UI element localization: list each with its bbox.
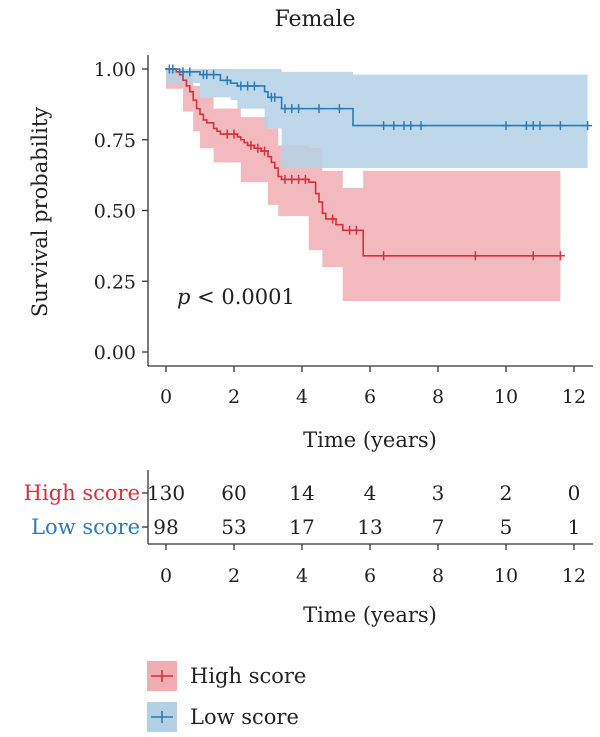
censor-mark [294,104,304,114]
x-tick-label: 4 [296,386,308,408]
censor-marks [164,64,593,261]
p-value-text: < 0.0001 [190,285,294,309]
censor-mark [249,81,259,91]
legend-line-icon [151,711,173,723]
y-tick-label: 0.25 [94,271,136,293]
legend-label: Low score [190,705,299,729]
risk-x-tick-label: 8 [432,565,444,587]
p-value-annotation: p < 0.0001 [177,285,295,309]
censor-mark [528,251,538,261]
x-tick-label: 10 [494,386,518,408]
y-tick-label: 0.00 [94,342,136,364]
censor-mark [351,225,361,235]
risk-value: 98 [153,515,178,539]
censor-mark [555,121,565,131]
censor-mark [314,104,324,114]
risk-x-tick-label: 2 [228,565,240,587]
censor-mark [470,251,480,261]
legend-line-icon [151,670,173,682]
x-axis-ticks: 0 2 4 6 8 10 12 [160,366,586,408]
risk-value: 7 [432,515,445,539]
censor-mark [379,121,389,131]
risk-value: 130 [147,481,185,505]
risk-value: 60 [221,481,246,505]
p-value-symbol: p [177,285,190,309]
censor-mark [501,121,511,131]
x-axis-title: Time (years) [303,428,437,452]
survival-curve [166,68,588,127]
risk-value: 53 [221,515,246,539]
risk-row-label: Low score [31,515,140,539]
risk-x-tick-label: 12 [562,565,586,587]
censor-mark [229,129,239,139]
censor-mark [416,121,426,131]
survival-curve [166,68,561,257]
risk-value: 1 [568,515,581,539]
censor-mark [334,104,344,114]
x-tick-label: 12 [562,386,586,408]
survival-curves [166,68,588,257]
risk-value: 2 [500,481,513,505]
risk-value: 3 [432,481,445,505]
y-tick-label: 1.00 [94,59,136,81]
y-axis-ticks: 0.00 0.25 0.50 0.75 1.00 [94,59,148,364]
censor-mark [555,251,565,261]
censor-mark [168,64,178,74]
censor-mark [222,75,232,85]
y-tick-label: 0.75 [94,130,136,152]
legend-label: High score [190,664,306,688]
censor-mark [583,121,593,131]
censor-mark [535,121,545,131]
y-tick-label: 0.50 [94,201,136,223]
x-tick-label: 6 [364,386,376,408]
x-tick-label: 2 [228,386,240,408]
censor-mark [209,70,219,80]
censor-mark [379,251,389,261]
risk-value: 4 [364,481,377,505]
risk-value: 5 [500,515,513,539]
risk-value: 0 [568,481,581,505]
censor-mark [406,121,416,131]
censor-mark [270,92,280,102]
risk-x-tick-label: 10 [494,565,518,587]
risk-value: 13 [357,515,382,539]
risk-row-label: High score [24,481,140,505]
chart-title: Female [274,7,355,32]
risk-x-tick-label: 0 [160,565,172,587]
risk-value: 17 [289,515,314,539]
risk-table-x-ticks: 0 2 4 6 8 10 12 [160,544,586,587]
censor-mark [260,146,270,156]
x-tick-label: 0 [160,386,172,408]
risk-table: High score 130 60 14 4 3 2 0 Low score 98 53 17 13 7 5… [24,481,581,539]
censor-mark [300,174,310,184]
censor-mark [253,143,263,153]
x-tick-label: 8 [432,386,444,408]
risk-value: 14 [289,481,314,505]
risk-table-x-title: Time (years) [303,603,437,627]
censor-mark [328,214,338,224]
legend: High score Low score [147,661,306,732]
risk-x-tick-label: 6 [364,565,376,587]
y-axis-title: Survival probability [28,107,52,317]
risk-x-tick-label: 4 [296,565,308,587]
censor-mark [246,140,256,150]
censor-mark [185,67,195,77]
censor-mark [389,121,399,131]
confidence-bands [166,69,588,302]
